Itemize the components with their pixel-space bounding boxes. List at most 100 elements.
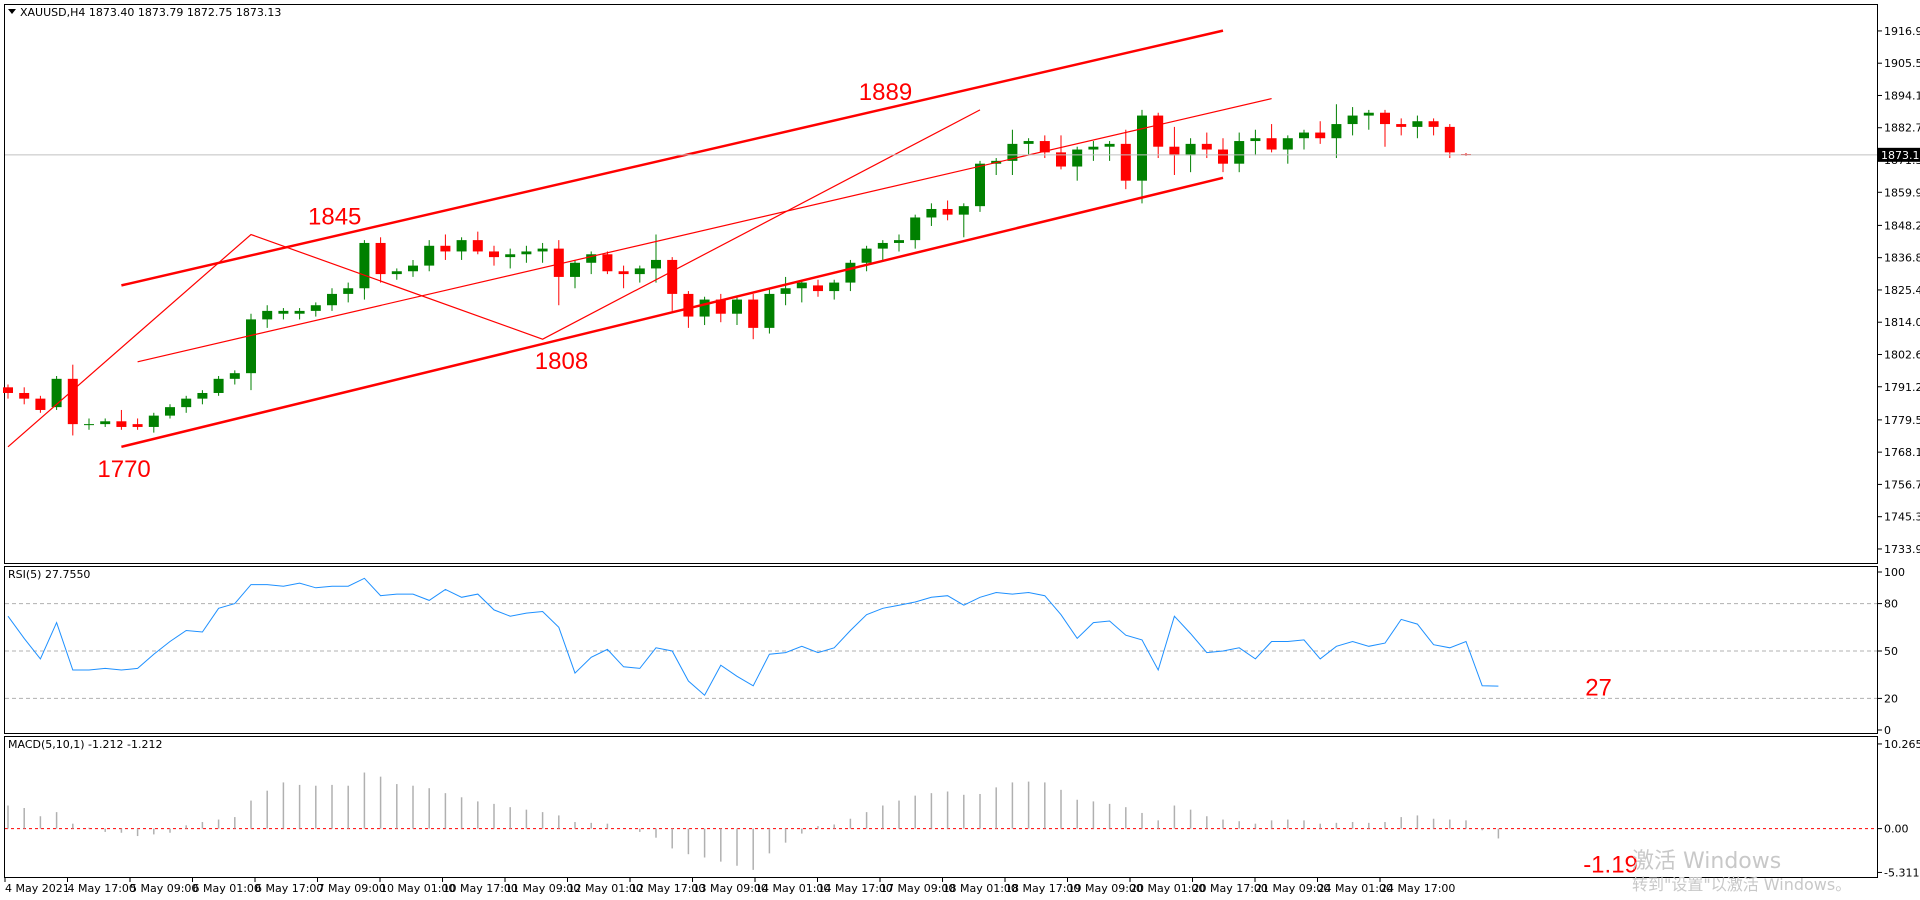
trend-line [7,109,981,448]
candle [748,293,759,340]
candle [1363,109,1374,130]
price-tick-label: 1859.90 [1884,186,1920,199]
candle [1120,129,1131,190]
candle [132,418,143,430]
candle [1201,132,1212,159]
time-tick-label: 20 May 01:00 [1130,882,1205,895]
candle-body [861,248,872,263]
candle-body [586,254,597,263]
candle [537,242,548,263]
candle-body [1218,149,1228,164]
candle [343,282,354,303]
candle-body [262,310,273,320]
time-tick-label: 20 May 17:00 [1193,882,1268,895]
current-price-label: 1873.13 [1881,149,1920,162]
candle-body [1169,146,1180,156]
candle [197,390,208,405]
candle [618,265,629,289]
candle [181,395,192,413]
candle-body [19,392,30,399]
candle [1072,146,1083,181]
price-tick-label: 1802.60 [1884,348,1920,361]
candle-body [1039,141,1050,153]
candle [213,376,224,396]
candle [1299,129,1309,150]
rsi-axis: 100 80 50 20 0 [1877,566,1905,737]
candle-body [975,163,985,207]
candle-body [359,242,370,289]
candle [813,279,823,297]
price-tick-label: 1733.90 [1884,543,1920,556]
candle [35,395,46,413]
candle-body [926,208,937,218]
time-tick-label: 4 May 2021 [5,882,70,895]
price-tick-label: 1894.10 [1884,89,1920,102]
candle-body [877,242,888,249]
candle-body [35,398,46,410]
candle-body [1072,149,1083,167]
price-tick-label: 1836.80 [1884,252,1920,265]
macd-tick-label: 0.00 [1884,823,1909,836]
candle [472,231,483,255]
candle [489,245,499,266]
time-tick-label: 7 May 09:00 [318,882,386,895]
price-tick-label: 1745.30 [1884,511,1920,524]
time-tick-label: 10 May 17:00 [443,882,518,895]
time-tick-label: 18 May 01:00 [943,882,1018,895]
time-tick-label: 24 May 01:00 [1318,882,1393,895]
triangle-down-icon[interactable] [8,9,16,14]
price-tick-label: 1756.70 [1884,478,1920,491]
candle [116,409,127,430]
candle-body [278,310,289,314]
candle [246,313,256,391]
candle [148,412,159,433]
price-annotation: 1808 [535,348,588,375]
candle-body [780,288,791,294]
time-tick-label: 18 May 17:00 [1005,882,1080,895]
candle [1428,118,1439,136]
candle [715,293,726,323]
time-tick-label: 5 May 09:00 [130,882,198,895]
candle [327,288,337,311]
rsi-series: 27 [5,577,1877,701]
candle-body [1380,112,1390,125]
candle [975,160,985,212]
candle-body [910,217,921,241]
price-tick-label: 1825.40 [1884,284,1920,297]
rsi-title: RSI(5) 27.7550 [8,568,90,581]
candle [1104,141,1115,161]
candle-body [845,262,856,283]
candle-body [1153,115,1164,147]
rsi-annotation: 27 [1585,674,1612,701]
candle [1412,115,1423,139]
candle [1234,132,1245,173]
rsi-tick-label: 100 [1884,566,1905,579]
candle [1056,135,1066,170]
candle [3,384,13,399]
price-axis: 1916.901905.501894.101882.701871.301859.… [1877,25,1920,556]
price-tick-label: 1905.50 [1884,57,1920,70]
candle-body [294,310,305,314]
candle [553,240,564,306]
candle-body [327,293,337,306]
candle-body [521,251,532,255]
candle-body [537,248,548,252]
candle-body [699,299,710,317]
time-tick-label: 19 May 09:00 [1068,882,1143,895]
candle [375,237,386,283]
candle [699,296,710,326]
time-tick-label: 24 May 17:00 [1380,882,1455,895]
candle [1347,107,1358,136]
candle [359,240,370,300]
price-tick-label: 1791.20 [1884,381,1920,394]
candle-body [1104,143,1115,147]
candle-body [1201,143,1212,150]
trend-line [121,29,1224,287]
candle-body [100,421,111,425]
candle-body [84,424,94,426]
candle [1250,129,1261,156]
candle [861,245,872,272]
time-tick-label: 11 May 09:00 [505,882,580,895]
